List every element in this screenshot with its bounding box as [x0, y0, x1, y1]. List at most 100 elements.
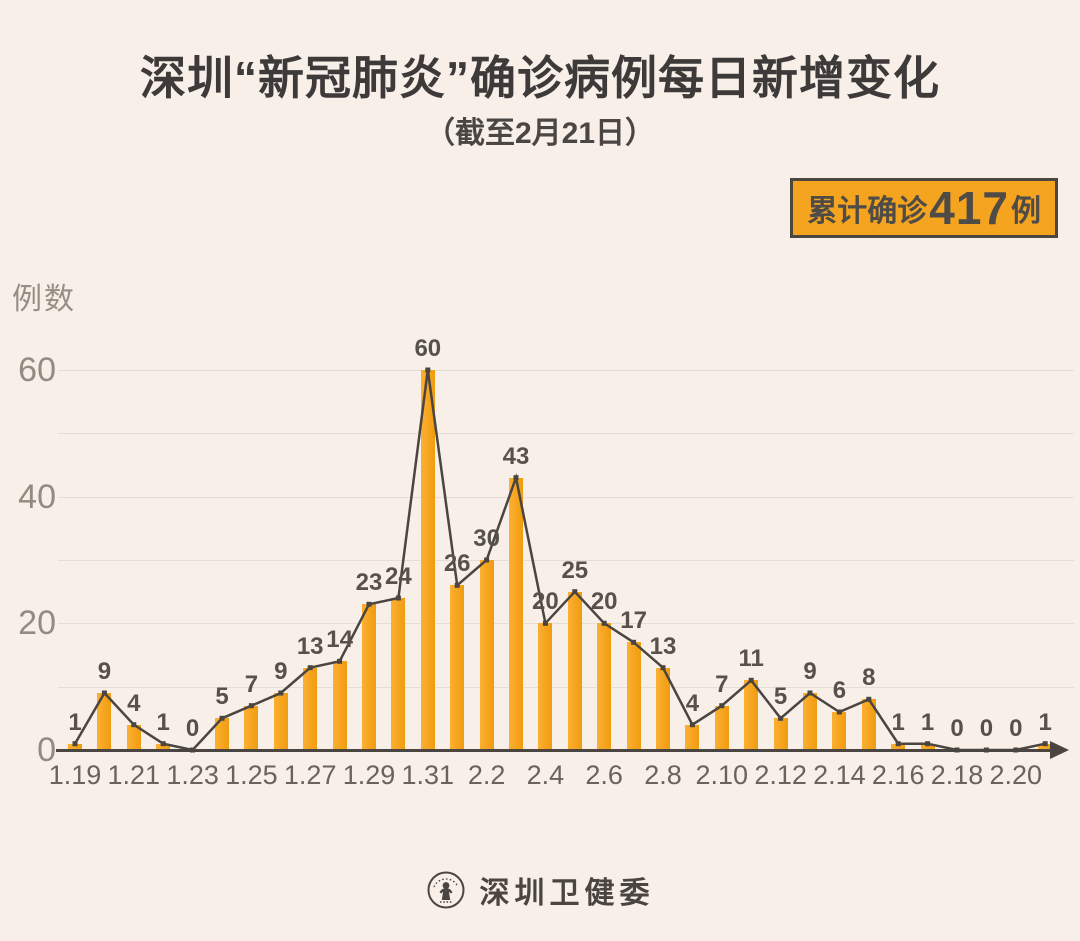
data-value-label: 13 [649, 632, 677, 660]
bar [773, 718, 788, 750]
bar [244, 705, 259, 750]
bar [626, 642, 641, 750]
bar [714, 705, 729, 750]
data-value-label: 23 [355, 569, 383, 597]
data-point-marker [248, 703, 254, 709]
data-point-marker [807, 690, 813, 696]
x-axis-tick-label: 2.4 [526, 760, 565, 790]
x-axis-arrow-icon [1050, 741, 1069, 759]
data-point-marker [925, 741, 931, 747]
data-value-label: 25 [561, 556, 589, 584]
data-point-marker [631, 639, 637, 645]
bar [68, 743, 82, 750]
data-point-marker [719, 703, 725, 709]
data-value-label: 0 [979, 715, 994, 742]
data-point-marker [954, 747, 960, 753]
data-value-label: 1 [920, 708, 935, 736]
bar [744, 680, 759, 750]
data-value-label: 20 [590, 588, 618, 616]
data-value-label: 30 [473, 525, 500, 552]
x-axis-tick-label: 2.20 [989, 760, 1043, 790]
y-axis-tick-label: 0 [37, 731, 56, 769]
y-axis-tick-label: 20 [18, 604, 56, 643]
badge-total-value: 417 [929, 182, 1009, 234]
bar [273, 693, 288, 750]
x-axis-tick-label: 1.29 [342, 760, 396, 790]
data-point-marker [1042, 741, 1048, 747]
bar [362, 604, 376, 750]
data-value-label: 13 [296, 632, 324, 660]
bar [803, 693, 817, 750]
x-axis-tick-label: 2.6 [585, 760, 623, 790]
x-axis-tick-label: 2.10 [695, 760, 749, 790]
badge-prefix-label: 累计确诊 [807, 195, 928, 228]
bar [920, 743, 935, 750]
bar [450, 585, 465, 750]
gridline [58, 370, 1074, 372]
bar [538, 623, 553, 750]
bar [597, 623, 612, 750]
page-subtitle: （截至2月21日） [424, 117, 656, 150]
data-point-marker [572, 589, 578, 595]
data-value-label: 5 [215, 683, 229, 711]
data-point-marker [601, 620, 607, 626]
data-value-label: 5 [773, 683, 788, 711]
footer: 深圳卫健委 [0, 866, 1080, 914]
data-point-marker [542, 620, 548, 626]
bar [861, 699, 876, 750]
gridline [58, 623, 1074, 625]
bar [891, 743, 906, 750]
data-point-marker [660, 665, 666, 671]
data-point-marker [425, 367, 431, 373]
data-value-label: 24 [385, 563, 412, 590]
x-axis-tick-label: 2.12 [754, 760, 807, 790]
y-axis-title: 例数 [12, 283, 76, 316]
data-value-label: 8 [862, 664, 876, 692]
x-axis-tick-label: 1.23 [166, 760, 219, 790]
data-point-marker [307, 665, 313, 671]
data-value-label: 20 [532, 588, 559, 616]
data-value-label: 9 [803, 658, 817, 685]
page-title: 深圳“新冠肺炎”确诊病例每日新增变化 [140, 52, 940, 104]
bar [479, 560, 494, 750]
x-axis-tick-label: 1.27 [283, 760, 337, 790]
data-value-label: 43 [502, 442, 530, 470]
y-axis-tick-label: 60 [18, 351, 56, 390]
x-axis-tick-label: 2.2 [467, 760, 506, 790]
bar [391, 598, 406, 750]
gridline [58, 560, 1074, 561]
x-axis-tick-label: 2.8 [644, 760, 682, 790]
y-axis-tick-label: 40 [18, 477, 56, 516]
data-point-marker [454, 582, 460, 588]
data-value-label: 11 [738, 645, 764, 673]
data-point-marker [895, 741, 901, 747]
shenzhen-health-commission-logo-icon [426, 870, 466, 910]
data-point-marker [72, 741, 78, 747]
data-value-label: 0 [185, 715, 200, 742]
x-axis-tick-label: 2.14 [813, 760, 866, 790]
x-axis-tick-label: 1.31 [401, 760, 455, 790]
bar [126, 724, 141, 750]
bar [215, 718, 229, 750]
data-value-label: 1 [156, 708, 170, 736]
data-value-label: 1 [68, 708, 82, 736]
data-point-marker [983, 747, 989, 753]
x-axis-tick-label: 2.18 [930, 760, 984, 790]
gridline [58, 686, 1074, 688]
x-axis-line [56, 748, 1050, 752]
bar [509, 477, 523, 750]
data-point-marker [366, 601, 372, 607]
data-point-marker [131, 722, 137, 728]
data-point-marker [190, 747, 196, 753]
trend-line [73, 369, 1046, 752]
bar [303, 667, 318, 750]
data-point-marker [160, 741, 166, 747]
data-value-label: 1 [1038, 708, 1052, 736]
data-value-label: 0 [950, 715, 964, 742]
data-point-marker [836, 709, 842, 715]
x-axis-tick-label: 1.19 [48, 760, 102, 790]
data-point-marker [513, 475, 519, 481]
x-axis-tick-label: 1.21 [107, 760, 161, 790]
